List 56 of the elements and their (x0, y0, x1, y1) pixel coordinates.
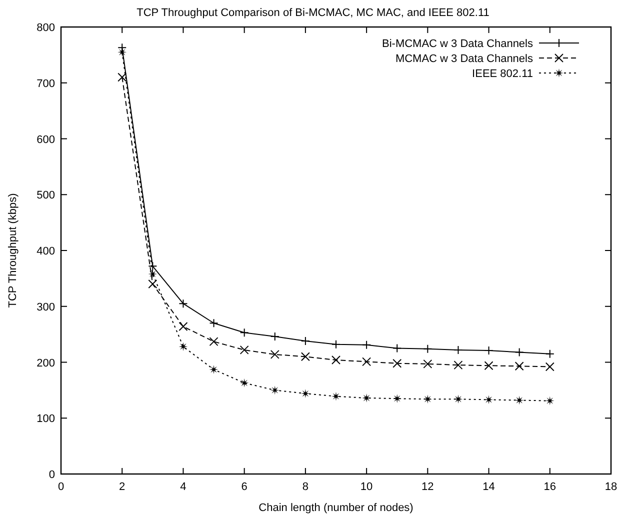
x-tick-label: 4 (180, 481, 186, 493)
point (332, 392, 340, 401)
y-tick-label: 400 (36, 246, 55, 258)
point (178, 299, 188, 308)
point (209, 318, 218, 328)
point (545, 349, 554, 358)
point (270, 386, 280, 395)
point (240, 378, 249, 388)
point (300, 389, 310, 398)
chart-title: TCP Throughput Comparison of Bi-MCMAC, MC MAC, and IEEE 802.11 (136, 7, 490, 19)
legend-label: IEEE 802.11 (472, 68, 533, 80)
x-axis-title: Chain length (number of nodes) (258, 502, 414, 514)
point (148, 269, 158, 278)
point (300, 352, 310, 362)
point (178, 342, 188, 352)
point (240, 345, 249, 354)
x-tick-label: 6 (241, 481, 248, 493)
y-tick-label: 200 (36, 357, 55, 370)
point (209, 365, 218, 374)
y-tick-label: 600 (36, 134, 55, 146)
y-tick-label: 500 (36, 190, 55, 202)
y-tick-label: 700 (36, 78, 55, 90)
y-tick-label: 100 (36, 413, 55, 426)
x-tick-label: 18 (604, 481, 618, 493)
y-tick-label: 300 (36, 301, 55, 314)
x-tick-label: 2 (119, 481, 126, 493)
point (392, 358, 402, 368)
point (454, 360, 463, 370)
point (332, 356, 340, 365)
point (454, 394, 463, 404)
point (545, 362, 554, 372)
point (545, 396, 554, 406)
x-tick-label: 10 (360, 481, 373, 493)
point (362, 357, 372, 366)
x-tick-label: 16 (544, 481, 556, 493)
point (270, 350, 280, 359)
point (118, 72, 127, 82)
point (423, 359, 432, 368)
point (209, 337, 218, 346)
point (362, 394, 372, 403)
point (423, 394, 432, 404)
x-tick-label: 14 (482, 481, 495, 493)
y-axis-title: TCP Throughput (kbps) (7, 193, 19, 308)
point (514, 362, 524, 371)
point (178, 322, 188, 331)
point (514, 396, 524, 405)
x-tick-label: 0 (58, 481, 64, 493)
legend-label: Bi-MCMAC w 3 Data Channels (382, 38, 534, 50)
point (148, 280, 158, 289)
point (484, 361, 494, 370)
point (392, 394, 402, 404)
legend-label: MCMAC w 3 Data Channels (395, 53, 534, 65)
x-tick-label: 8 (302, 481, 309, 493)
x-tick-label: 12 (422, 481, 434, 493)
y-tick-label: 0 (48, 469, 55, 481)
y-tick-label: 800 (36, 22, 55, 34)
